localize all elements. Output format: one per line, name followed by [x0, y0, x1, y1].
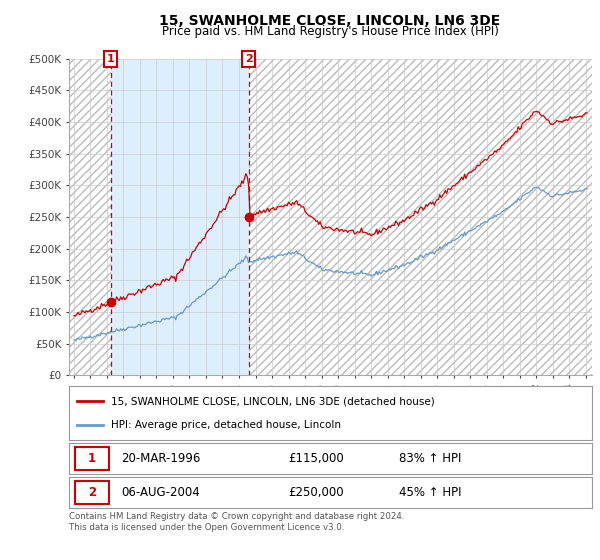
Text: £250,000: £250,000 [289, 486, 344, 499]
Text: 83% ↑ HPI: 83% ↑ HPI [398, 452, 461, 465]
Text: 06-AUG-2004: 06-AUG-2004 [121, 486, 200, 499]
Text: 20-MAR-1996: 20-MAR-1996 [121, 452, 200, 465]
Text: £115,000: £115,000 [289, 452, 344, 465]
Text: 2: 2 [88, 486, 96, 499]
Bar [75, 447, 109, 470]
Bar [69, 59, 110, 375]
Bar [75, 481, 109, 504]
Text: 15, SWANHOLME CLOSE, LINCOLN, LN6 3DE (detached house): 15, SWANHOLME CLOSE, LINCOLN, LN6 3DE (d… [111, 396, 434, 407]
Text: 15, SWANHOLME CLOSE, LINCOLN, LN6 3DE: 15, SWANHOLME CLOSE, LINCOLN, LN6 3DE [160, 14, 500, 28]
Text: 1: 1 [88, 452, 96, 465]
Text: HPI: Average price, detached house, Lincoln: HPI: Average price, detached house, Linc… [111, 419, 341, 430]
Text: 1: 1 [107, 54, 115, 64]
Text: 2: 2 [245, 54, 253, 64]
Bar [110, 59, 249, 375]
Text: 45% ↑ HPI: 45% ↑ HPI [398, 486, 461, 499]
Text: Price paid vs. HM Land Registry's House Price Index (HPI): Price paid vs. HM Land Registry's House … [161, 25, 499, 38]
Bar [249, 59, 592, 375]
Text: Contains HM Land Registry data © Crown copyright and database right 2024.
This d: Contains HM Land Registry data © Crown c… [69, 512, 404, 532]
